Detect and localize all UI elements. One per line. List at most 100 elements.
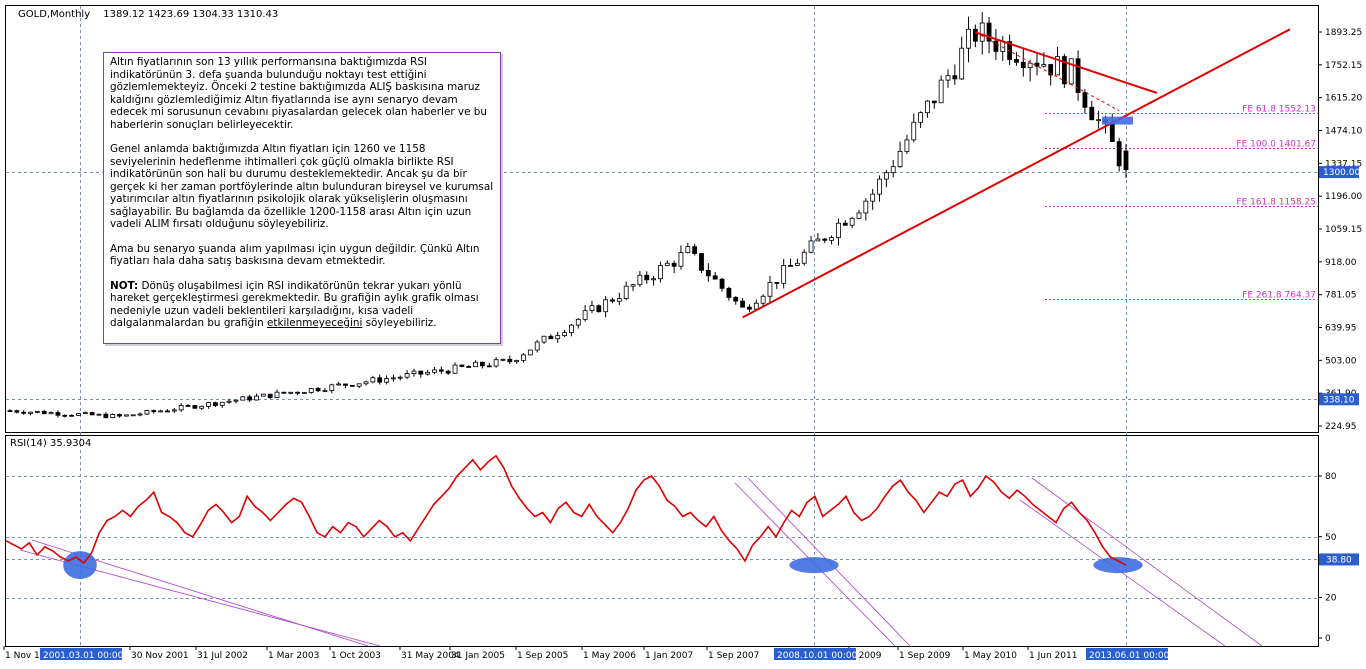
candle-body <box>959 47 965 80</box>
candle-body <box>281 391 287 394</box>
candle-body <box>760 295 766 304</box>
candle <box>329 383 335 394</box>
candle-body <box>411 370 417 374</box>
candle <box>883 170 889 188</box>
candle <box>117 413 122 418</box>
candle-body <box>356 383 362 387</box>
rsi-tick-label: 80 <box>1325 472 1337 482</box>
candle <box>452 362 458 374</box>
candle-body <box>233 399 239 402</box>
candle <box>569 323 574 337</box>
candle-body <box>849 217 855 226</box>
rsi-tick-label: 0 <box>1325 634 1331 644</box>
candle-body <box>55 412 61 416</box>
candle-body <box>473 361 478 368</box>
candle-body <box>41 410 47 415</box>
candle <box>1096 110 1102 129</box>
candle <box>48 411 54 415</box>
candle-body <box>185 405 191 407</box>
candle-body <box>918 112 924 123</box>
candle <box>110 413 116 419</box>
time-tick-label: 31 May 2004 <box>401 651 460 661</box>
candle <box>178 403 184 412</box>
candle-body <box>685 246 691 254</box>
candle <box>521 353 526 363</box>
candle-body <box>808 240 814 253</box>
candle-body <box>637 274 643 286</box>
price-tick-label: 224.95 <box>1325 422 1357 432</box>
candle-body <box>514 360 520 363</box>
candle-body <box>979 22 985 42</box>
candle <box>445 369 451 375</box>
candle <box>28 411 33 416</box>
candle-body <box>774 282 780 284</box>
candle <box>507 355 513 365</box>
time-tick-label: 31 Jul 2002 <box>197 651 248 661</box>
candle <box>794 258 800 266</box>
candle <box>349 384 355 387</box>
candle <box>514 359 520 364</box>
candle-body <box>151 410 157 413</box>
candle-body <box>254 395 259 401</box>
analysis-note: Altın fiyatlarının son 13 yıllık perform… <box>103 52 501 344</box>
price-tick-label: 1474.10 <box>1325 127 1362 137</box>
candle <box>137 412 143 417</box>
candle-body <box>1055 56 1060 76</box>
candle-body <box>192 405 198 409</box>
candle-body <box>623 285 629 299</box>
candle <box>596 304 602 313</box>
candle <box>363 380 369 386</box>
candle-body <box>1041 64 1047 67</box>
candle <box>1055 46 1060 76</box>
candle-body <box>740 300 745 308</box>
candle-body <box>343 383 348 386</box>
candle-body <box>418 370 424 375</box>
candle <box>14 409 20 414</box>
rsi-test-ellipse <box>63 551 97 580</box>
candle <box>1123 144 1129 178</box>
candle <box>979 12 985 55</box>
time-tick-label: 1 Jun 2011 <box>1029 651 1077 661</box>
candle-body <box>569 324 574 334</box>
price-tick-label: 1893.25 <box>1325 28 1362 38</box>
candle <box>486 362 492 368</box>
candle <box>863 198 869 221</box>
candle <box>336 381 342 386</box>
candle <box>637 270 643 287</box>
candle-body <box>541 335 547 343</box>
candle-body <box>562 332 567 337</box>
candle-body <box>726 287 732 298</box>
candle <box>493 357 499 368</box>
candle-body <box>678 252 684 267</box>
candle-body <box>966 28 971 49</box>
time-tick-label: 1 May 2006 <box>583 651 636 661</box>
candle <box>616 292 622 306</box>
candle-body <box>158 410 164 413</box>
note-text-a: Dönüş oluşabilmesi için RSI indikatörünü… <box>110 279 479 330</box>
candle-body <box>377 377 383 383</box>
candle-body <box>62 414 68 417</box>
candle-body <box>1061 56 1067 85</box>
candle-body <box>14 410 20 413</box>
candle-body <box>883 172 889 180</box>
candle <box>918 111 924 128</box>
candle <box>651 275 656 286</box>
candle <box>534 339 540 353</box>
candle <box>726 286 732 301</box>
candle-body <box>972 28 978 42</box>
candle-body <box>938 79 944 104</box>
candle <box>82 411 88 415</box>
time-tick-label: 1 Sep 2007 <box>708 651 759 661</box>
fe-level-label: FE 161.8 1158.25 <box>1236 198 1316 208</box>
candle-body <box>788 264 793 267</box>
candle-body <box>267 393 273 398</box>
rsi-label: RSI(14) 35.9304 <box>10 438 91 449</box>
candle-body <box>575 318 581 326</box>
candle <box>589 300 595 314</box>
candle-body <box>945 75 951 81</box>
candle-body <box>295 391 300 394</box>
candle-body <box>733 296 739 302</box>
candle-body <box>534 341 540 351</box>
candle-body <box>842 222 848 226</box>
candle <box>822 238 828 244</box>
